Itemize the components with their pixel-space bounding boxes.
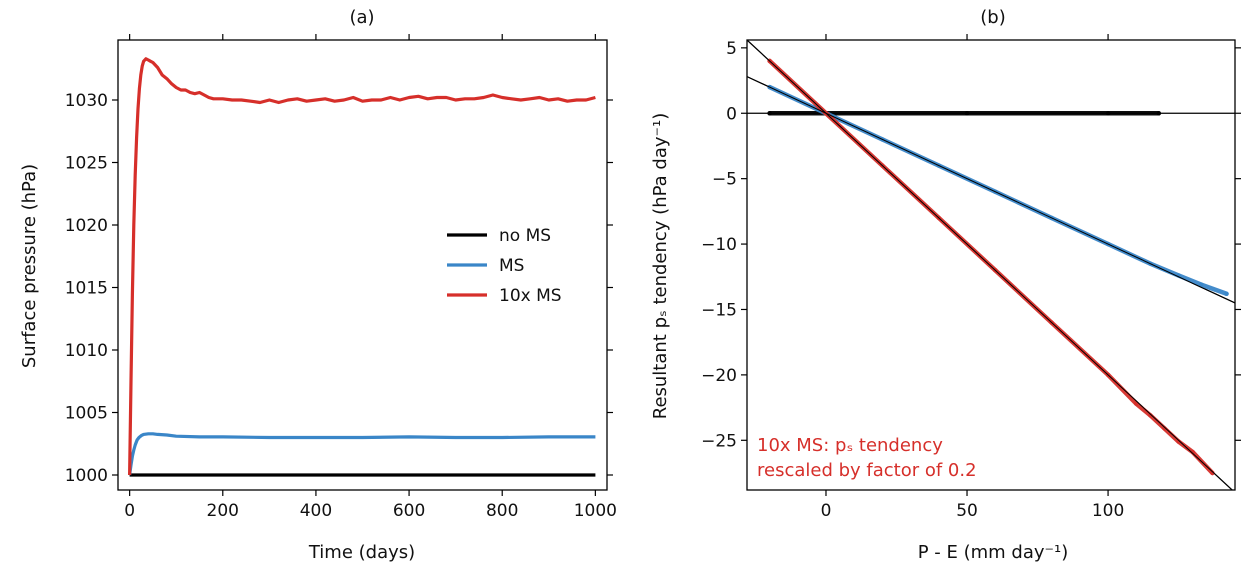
panel-b-annotation-line-2: rescaled by factor of 0.2 (757, 460, 977, 481)
y-tick-label: −5 (712, 170, 737, 190)
x-tick-label: 800 (486, 501, 518, 521)
scatter-point-no-ms (964, 111, 970, 116)
panel-b-series (747, 40, 1235, 490)
panel-a-y-axis-label: Surface pressure (hPa) (19, 164, 40, 368)
panel-a-time-series: (a) 0 200 400 600 800 1000 1000 1005 1010 1015 102… (19, 7, 617, 563)
x-tick-label: 400 (300, 501, 332, 521)
x-tick-label: 1000 (574, 501, 617, 521)
panel-b-y-axis-label: Resultant pₛ tendency (hPa day⁻¹) (650, 113, 671, 420)
scatter-point-no-ms (1105, 111, 1111, 116)
legend-label: no MS (499, 226, 551, 246)
scatter-point-no-ms (1156, 111, 1162, 116)
x-tick-label: 50 (956, 501, 978, 521)
x-tick-label: 600 (393, 501, 425, 521)
panel-b-x-axis-label: P - E (mm day⁻¹) (918, 542, 1069, 563)
legend-label: 10x MS (499, 286, 562, 306)
y-tick-label: −25 (701, 431, 737, 451)
x-tick-label: 0 (124, 501, 135, 521)
panel-a-title: (a) (349, 7, 374, 28)
y-tick-label: 1010 (65, 341, 108, 361)
y-tick-label: 1030 (65, 91, 108, 111)
y-tick-label: −20 (701, 366, 737, 386)
y-tick-label: −15 (701, 300, 737, 320)
panel-b-x-axis-label-text: P - E (mm day⁻¹) (918, 542, 1069, 563)
scatter-point-10x-ms (1176, 439, 1181, 444)
panel-a-x-axis-label: Time (days) (308, 542, 415, 563)
y-tick-label: 5 (726, 39, 737, 59)
scatter-point-10x-ms (1148, 413, 1153, 418)
y-tick-label: 1025 (65, 154, 108, 174)
scatter-point-ms (1224, 291, 1229, 296)
series-line-ms (128, 432, 596, 476)
panel-b-frame (746, 39, 1236, 491)
y-tick-label: 1020 (65, 216, 108, 236)
legend-label: MS (499, 256, 524, 276)
reference-line-overlay (747, 40, 1233, 490)
x-tick-label: 200 (207, 501, 239, 521)
panel-a-legend: no MS MS 10x MS (447, 226, 562, 306)
panel-a-ticks: 0 200 400 600 800 1000 1000 1005 1010 1015 1020 102… (65, 34, 617, 521)
x-tick-label: 100 (1092, 501, 1124, 521)
panel-b-title: (b) (980, 7, 1005, 28)
panel-a-series (128, 57, 596, 477)
panel-b-annotation-line-1: 10x MS: pₛ tendency (757, 435, 943, 456)
panel-a-frame (117, 39, 608, 491)
y-tick-label: 1015 (65, 279, 108, 299)
x-tick-label: 0 (821, 501, 832, 521)
series-line-10x-ms (128, 57, 596, 476)
y-tick-label: −10 (701, 235, 737, 255)
scatter-point-10x-ms (1210, 470, 1215, 476)
scatter-band-ms (767, 84, 1229, 297)
scatter-point-10x-ms (1162, 426, 1167, 431)
y-tick-label: 1005 (65, 404, 108, 424)
y-tick-label: 1000 (65, 466, 108, 486)
reference-line-overlay (747, 76, 1235, 304)
scatter-point-10x-ms (1190, 449, 1195, 455)
scatter-point-no-ms (767, 111, 772, 116)
scatter-point-ms (1199, 282, 1204, 287)
y-tick-label: 0 (726, 104, 737, 124)
